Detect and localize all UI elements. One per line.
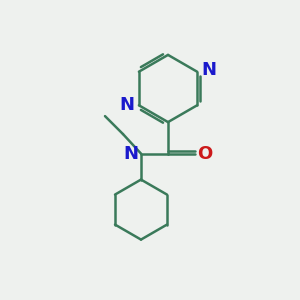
Text: N: N bbox=[123, 145, 138, 163]
Text: O: O bbox=[197, 145, 213, 163]
Text: N: N bbox=[120, 96, 135, 114]
Text: N: N bbox=[201, 61, 216, 79]
